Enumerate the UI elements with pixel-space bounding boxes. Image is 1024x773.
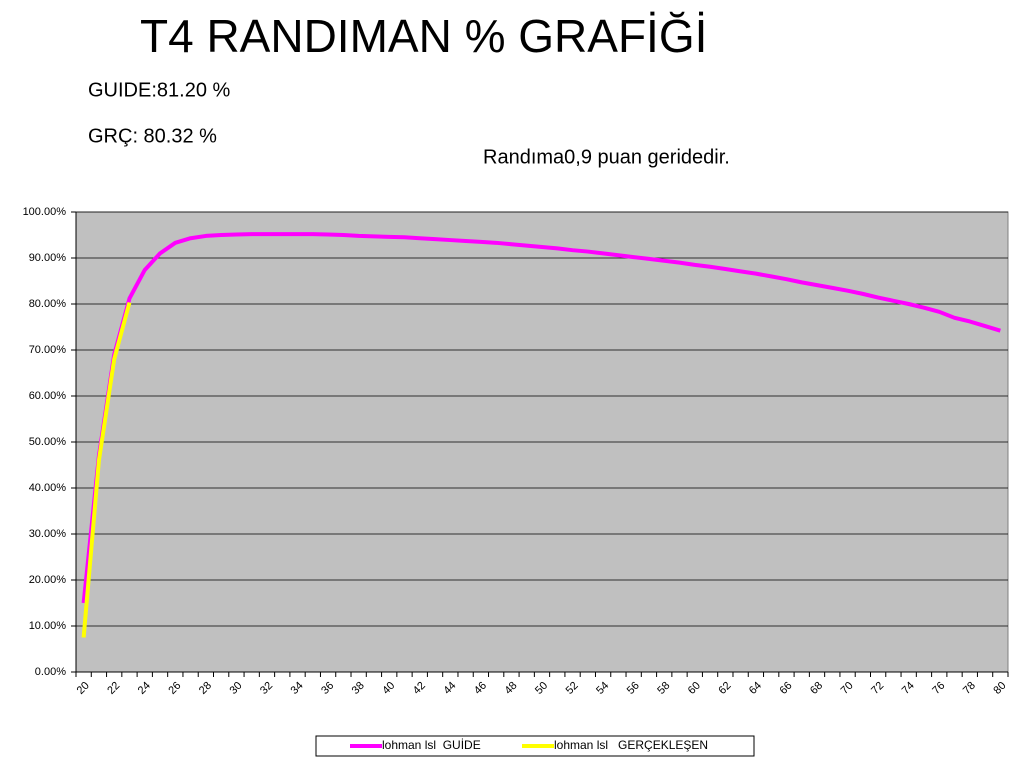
x-tick-label: 76 — [930, 680, 947, 697]
x-tick-label: 78 — [961, 680, 978, 697]
x-tick-label: 24 — [136, 680, 153, 697]
x-tick-label: 46 — [472, 680, 489, 697]
legend-label: lohman lsl GERÇEKLEŞEN — [554, 738, 708, 752]
y-tick-label: 30.00% — [29, 528, 67, 540]
x-tick-label: 20 — [75, 680, 92, 697]
x-tick-label: 60 — [686, 680, 703, 697]
y-tick-label: 10.00% — [29, 620, 67, 632]
x-tick-label: 62 — [716, 680, 733, 697]
x-tick-label: 68 — [808, 680, 825, 697]
chart-title: T4 RANDIMAN % GRAFİĞİ — [140, 10, 707, 62]
x-tick-label: 40 — [380, 680, 397, 697]
x-tick-label: 32 — [258, 680, 275, 697]
x-tick-label: 36 — [319, 680, 336, 697]
annotation: GRÇ: 80.32 % — [88, 125, 217, 147]
x-tick-label: 56 — [625, 680, 642, 697]
y-tick-label: 60.00% — [29, 390, 67, 402]
x-tick-label: 26 — [166, 680, 183, 697]
y-tick-label: 0.00% — [35, 666, 66, 678]
x-tick-label: 54 — [594, 680, 611, 697]
y-tick-label: 100.00% — [23, 206, 67, 218]
x-tick-label: 72 — [869, 680, 886, 697]
x-tick-label: 64 — [747, 680, 764, 697]
series-line — [81, 232, 1001, 604]
x-tick-label: 70 — [839, 680, 856, 697]
y-tick-label: 80.00% — [29, 298, 67, 310]
x-tick-label: 34 — [289, 680, 306, 697]
legend-label: lohman lsl GUİDE — [382, 738, 481, 752]
annotation: GUIDE:81.20 % — [88, 79, 231, 101]
y-tick-label: 20.00% — [29, 574, 67, 586]
x-tick-label: 38 — [350, 680, 367, 697]
x-tick-label: 22 — [105, 680, 122, 697]
x-tick-label: 48 — [502, 680, 519, 697]
x-tick-label: 80 — [991, 680, 1008, 697]
x-tick-label: 58 — [655, 680, 672, 697]
x-tick-label: 74 — [900, 680, 917, 697]
x-tick-label: 30 — [227, 680, 244, 697]
annotation: Randıma0,9 puan geridedir. — [483, 146, 730, 168]
x-tick-label: 28 — [197, 680, 214, 697]
y-tick-label: 90.00% — [29, 252, 67, 264]
series-line — [81, 302, 132, 638]
y-tick-label: 70.00% — [29, 344, 67, 356]
x-tick-label: 44 — [441, 680, 458, 697]
y-tick-label: 40.00% — [29, 482, 67, 494]
x-tick-label: 50 — [533, 680, 550, 697]
x-tick-label: 42 — [411, 680, 428, 697]
x-tick-label: 66 — [777, 680, 794, 697]
y-tick-label: 50.00% — [29, 436, 67, 448]
x-tick-label: 52 — [564, 680, 581, 697]
